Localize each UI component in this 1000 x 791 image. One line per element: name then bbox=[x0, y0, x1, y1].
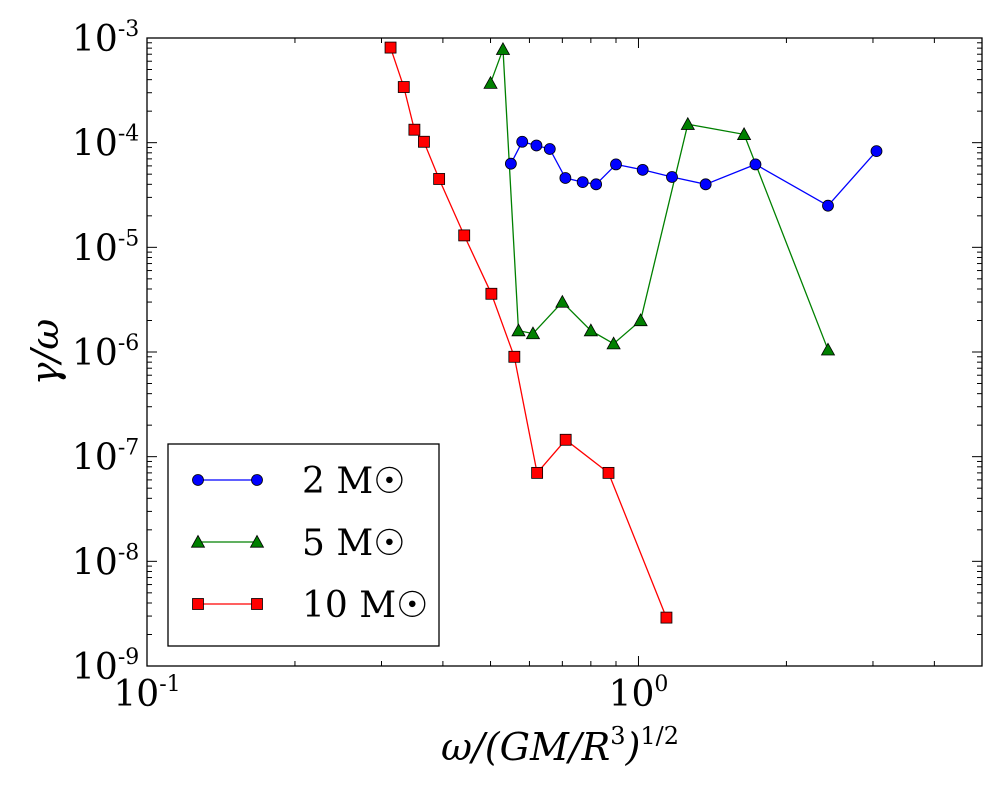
data-point-2-2 bbox=[495, 41, 511, 55]
data-point-3-7 bbox=[485, 287, 498, 300]
data-point-1-11 bbox=[699, 178, 712, 191]
legend-marker-1-end bbox=[251, 474, 263, 486]
legend-label-2: 5 M☉ bbox=[302, 523, 405, 564]
x-tick-label: 10-1 bbox=[113, 672, 180, 715]
y-tick-label: 10-4 bbox=[72, 122, 139, 165]
y-tick-label: 10-3 bbox=[72, 17, 139, 60]
plot-frame bbox=[146, 37, 983, 667]
data-point-3-9 bbox=[531, 466, 544, 479]
data-point-2-1 bbox=[483, 75, 498, 89]
data-point-2-11 bbox=[820, 342, 836, 356]
data-point-1-3 bbox=[530, 139, 543, 152]
series-line-3 bbox=[389, 47, 668, 618]
legend-marker-3-start bbox=[192, 598, 204, 610]
y-tick-label: 10-8 bbox=[72, 540, 139, 583]
x-tick-label: 100 bbox=[609, 672, 669, 715]
data-point-2-7 bbox=[606, 336, 621, 350]
data-point-1-5 bbox=[559, 172, 572, 184]
data-point-3-5 bbox=[433, 173, 446, 185]
data-point-1-13 bbox=[822, 199, 834, 212]
data-point-3-12 bbox=[660, 611, 673, 624]
legend-marker-2-start bbox=[190, 534, 206, 548]
y-tick-label: 10-9 bbox=[72, 645, 139, 688]
y-tick-label: 10-5 bbox=[72, 226, 139, 269]
data-point-1-4 bbox=[543, 143, 556, 155]
data-point-2-6 bbox=[583, 323, 599, 337]
data-point-1-2 bbox=[516, 135, 529, 148]
data-point-1-9 bbox=[636, 163, 649, 176]
legend-label-3: 10 M☉ bbox=[302, 585, 428, 626]
legend-marker-2-end bbox=[249, 534, 265, 548]
data-point-1-1 bbox=[504, 157, 517, 170]
data-point-3-2 bbox=[397, 81, 410, 93]
legend-marker-1-start bbox=[192, 474, 204, 486]
x-axis-label: ω/(GM/R3)1/2 bbox=[441, 722, 679, 769]
data-point-2-3 bbox=[511, 323, 526, 337]
data-point-2-5 bbox=[555, 294, 570, 308]
data-point-2-9 bbox=[680, 116, 695, 130]
tick-labels: 10-1 100 10-9 10-8 10-7 10-6 10-5 10-4 10-3 bbox=[72, 17, 668, 715]
y-tick-label: 10-6 bbox=[72, 331, 139, 374]
legend-label-1: 2 M☉ bbox=[302, 461, 405, 502]
data-point-1-8 bbox=[610, 158, 622, 171]
data-point-1-10 bbox=[666, 171, 678, 183]
data-point-1-6 bbox=[576, 176, 589, 188]
series-markers bbox=[384, 41, 883, 624]
data-point-3-1 bbox=[384, 41, 397, 54]
legend-marker-3-end bbox=[251, 598, 263, 610]
legend: 2 M☉ 5 M☉ 10 M☉ bbox=[167, 443, 440, 647]
y-tick-label: 10-7 bbox=[72, 436, 139, 479]
data-point-3-11 bbox=[602, 466, 615, 479]
data-point-2-4 bbox=[525, 326, 541, 340]
data-point-3-4 bbox=[418, 135, 430, 148]
data-point-3-3 bbox=[408, 123, 421, 136]
y-axis-label: γ/ω bbox=[23, 319, 67, 386]
data-point-1-7 bbox=[590, 178, 603, 191]
legend-frame bbox=[167, 443, 440, 647]
data-point-1-14 bbox=[870, 145, 883, 158]
data-point-2-10 bbox=[736, 127, 752, 140]
data-point-3-8 bbox=[508, 350, 521, 363]
data-point-1-12 bbox=[749, 158, 762, 171]
data-point-2-8 bbox=[633, 313, 648, 327]
data-point-3-10 bbox=[559, 433, 572, 446]
data-point-3-6 bbox=[458, 229, 471, 242]
